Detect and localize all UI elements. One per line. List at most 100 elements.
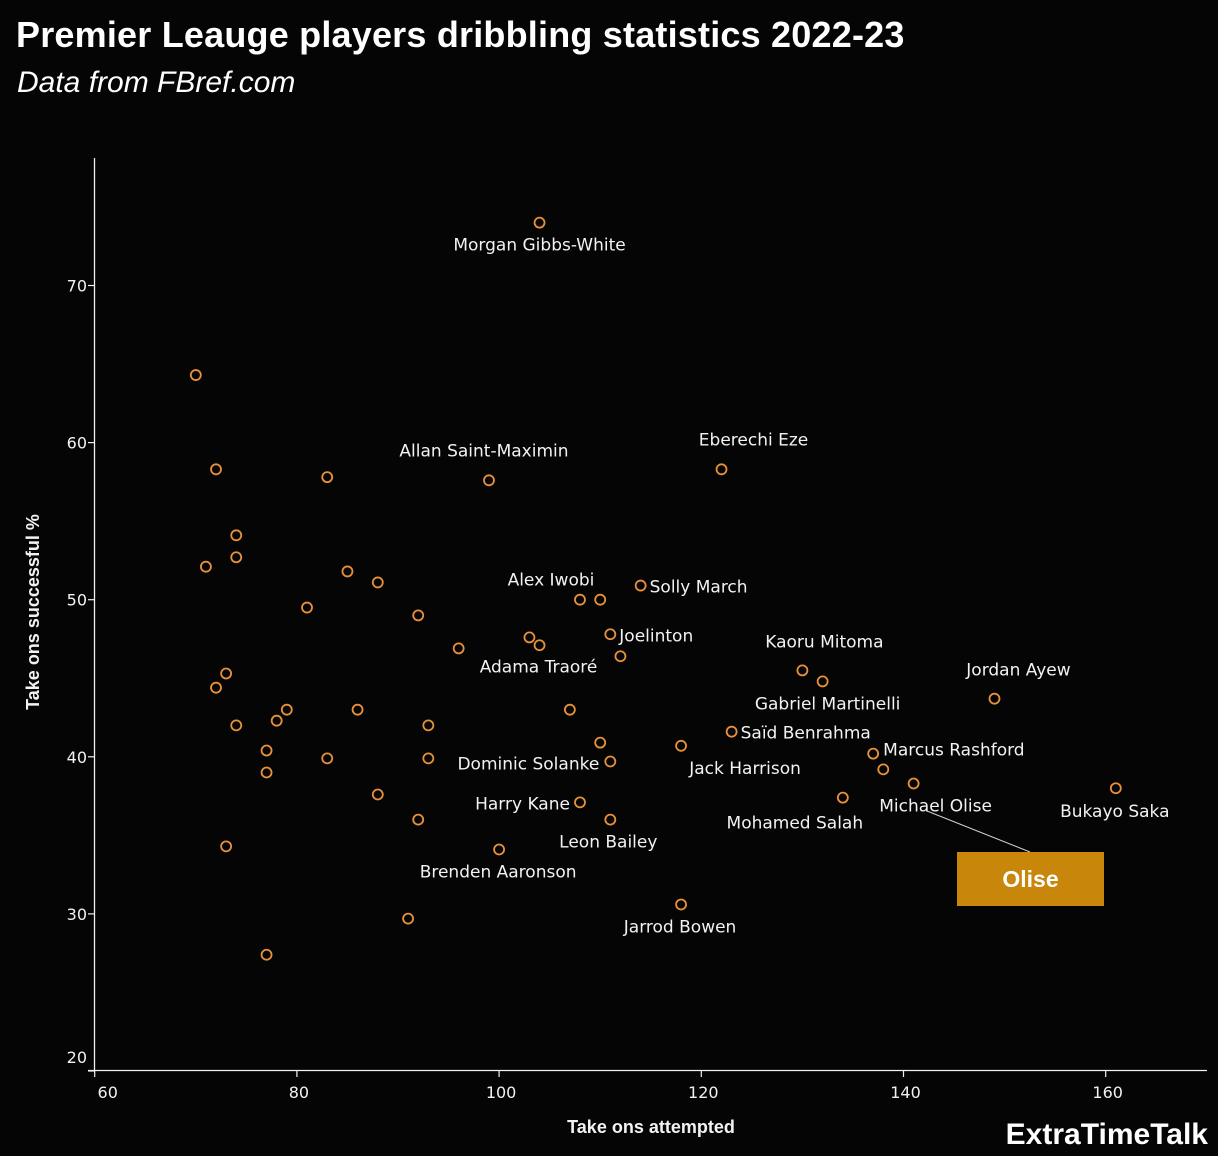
point-label: Solly March [650, 578, 748, 598]
point-label: Adama Traoré [480, 657, 598, 677]
point-label: Joelinton [618, 626, 693, 646]
data-point[interactable] [836, 791, 849, 804]
x-tick-label: 80 [289, 1083, 309, 1102]
brand-logo-text: ExtraTimeTalk [1005, 1118, 1208, 1151]
data-point[interactable] [260, 744, 273, 757]
data-point[interactable] [493, 843, 506, 856]
data-point[interactable] [533, 639, 546, 652]
data-point[interactable] [270, 714, 283, 727]
axes: 20 30 40 50 60 70 60 80 100 120 140 160 [67, 158, 1207, 1102]
data-point[interactable] [220, 840, 233, 853]
data-point[interactable] [412, 609, 425, 622]
point-label: Allan Saint-Maximin [399, 441, 568, 461]
point-label: Gabriel Martinelli [755, 694, 901, 714]
data-point[interactable] [351, 703, 364, 716]
data-point[interactable] [594, 593, 607, 606]
data-point[interactable] [533, 216, 546, 229]
data-point[interactable] [321, 471, 334, 484]
data-point[interactable] [371, 788, 384, 801]
data-point[interactable] [210, 463, 222, 476]
data-point[interactable] [189, 369, 202, 381]
data-point[interactable] [816, 675, 829, 688]
point-label: Dominic Solanke [457, 755, 599, 775]
data-point[interactable] [725, 725, 738, 738]
data-point[interactable] [988, 692, 1001, 705]
data-point[interactable] [594, 736, 607, 749]
data-point[interactable] [796, 664, 809, 677]
x-tick-label: 60 [98, 1083, 118, 1102]
data-point[interactable] [200, 560, 212, 573]
annotation-layer: Olise [926, 810, 1104, 906]
point-label: Alex Iwobi [508, 571, 595, 591]
data-point[interactable] [563, 703, 576, 716]
data-point[interactable] [675, 898, 687, 911]
point-label: Harry Kane [475, 794, 570, 814]
y-tick-label: 50 [67, 591, 87, 610]
point-label: Jack Harrison [688, 759, 801, 779]
data-point[interactable] [422, 752, 435, 765]
x-tick-label: 120 [688, 1083, 719, 1102]
data-point[interactable] [574, 593, 586, 606]
data-point[interactable] [483, 474, 495, 487]
data-point[interactable] [230, 719, 243, 732]
data-point[interactable] [412, 813, 425, 826]
x-tick-label: 160 [1092, 1083, 1123, 1102]
data-point[interactable] [604, 813, 617, 826]
data-point[interactable] [634, 579, 647, 592]
y-tick-label: 30 [67, 905, 87, 924]
point-label: Leon Bailey [559, 833, 657, 853]
data-point[interactable] [867, 747, 880, 760]
data-point[interactable] [230, 551, 243, 564]
x-tick-label: 140 [890, 1083, 921, 1102]
data-point[interactable] [422, 719, 435, 732]
y-tick-label: 60 [67, 434, 87, 453]
point-label: Morgan Gibbs-White [453, 236, 625, 256]
data-point[interactable] [321, 752, 334, 765]
point-label: Kaoru Mitoma [765, 632, 883, 652]
data-point[interactable] [574, 796, 586, 809]
data-point[interactable] [877, 763, 890, 776]
points-layer [189, 216, 1122, 961]
chart-title: Premier Leauge players dribbling statist… [16, 14, 905, 55]
data-point[interactable] [1109, 782, 1122, 795]
x-tick-label: 100 [486, 1083, 517, 1102]
point-label: Mohamed Salah [727, 814, 864, 834]
data-point[interactable] [604, 628, 617, 641]
x-axis-title: Take ons attempted [567, 1117, 735, 1137]
point-label: Brenden Aaronson [420, 862, 577, 882]
point-label: Bukayo Saka [1060, 802, 1169, 822]
data-point[interactable] [210, 681, 222, 694]
data-point[interactable] [371, 576, 384, 589]
point-label: Michael Olise [879, 797, 992, 817]
data-point[interactable] [230, 529, 243, 542]
point-label: Jordan Ayew [965, 661, 1070, 681]
data-point[interactable] [614, 650, 627, 663]
data-point[interactable] [402, 912, 415, 925]
data-point[interactable] [715, 463, 728, 476]
point-label: Marcus Rashford [883, 741, 1024, 761]
point-label: Jarrod Bowen [623, 917, 737, 937]
data-point[interactable] [907, 777, 920, 790]
y-axis-title: Take ons successful % [23, 514, 43, 710]
callout-leader-line [926, 810, 1031, 853]
data-point[interactable] [523, 631, 536, 644]
y-tick-label: 40 [67, 748, 87, 767]
y-tick-label: 20 [67, 1048, 87, 1067]
point-label: Eberechi Eze [699, 430, 808, 450]
point-label: Saïd Benrahma [741, 724, 871, 744]
data-point[interactable] [604, 755, 617, 768]
y-tick-label: 70 [67, 277, 87, 296]
callout-box [957, 852, 1104, 906]
callout-text: Olise [1002, 866, 1058, 892]
data-point[interactable] [452, 642, 465, 655]
chart-subtitle: Data from FBref.com [17, 66, 296, 99]
data-point[interactable] [675, 739, 687, 752]
data-point[interactable] [341, 565, 354, 578]
data-point[interactable] [260, 948, 273, 961]
data-point[interactable] [301, 601, 313, 614]
data-point[interactable] [260, 766, 273, 779]
data-point[interactable] [280, 703, 293, 716]
data-point[interactable] [220, 667, 233, 680]
labels-layer: Allan Saint-Maximin Eberechi Eze Morgan Gi… [399, 236, 1169, 938]
